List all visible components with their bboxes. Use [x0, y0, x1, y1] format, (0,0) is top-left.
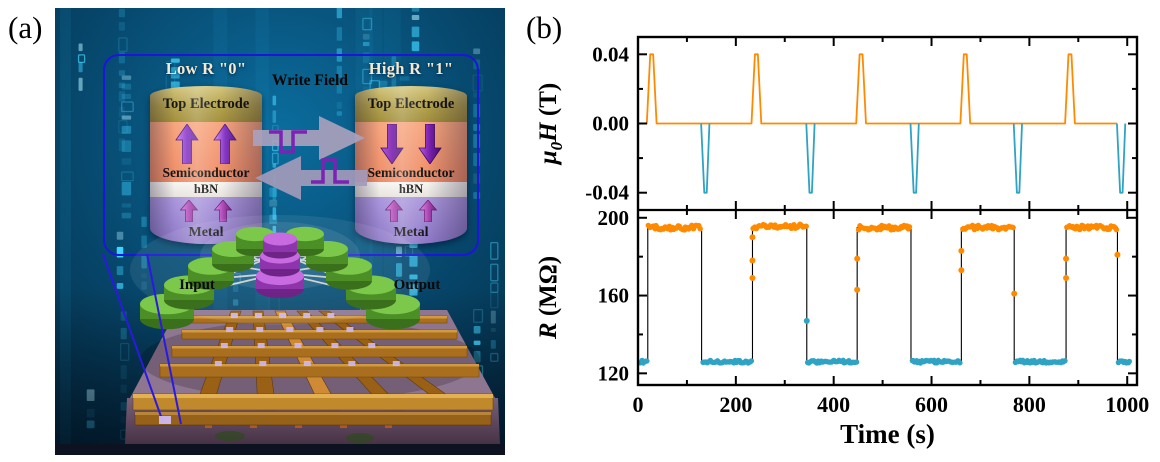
- transition-point: [749, 257, 756, 264]
- time-axis-label: Time (s): [840, 419, 935, 449]
- input-label: Input: [179, 277, 215, 293]
- hbn-label: hBN: [398, 182, 424, 196]
- layer-hbn: hBN: [150, 182, 262, 197]
- magnetization-up-arrows-icon: [175, 124, 237, 164]
- platform-top: [130, 310, 495, 398]
- transition-point: [958, 247, 965, 254]
- metal-up-arrows-icon: [384, 200, 438, 222]
- field-axis-label: μ0H (T): [535, 83, 566, 166]
- resistance-series: [637, 221, 1133, 366]
- write-field-arrows: [253, 116, 367, 200]
- transition-point: [1011, 290, 1018, 297]
- svg-text:-0.04: -0.04: [585, 181, 629, 205]
- svg-text:200: 200: [719, 392, 752, 417]
- metal-label: Metal: [188, 225, 224, 240]
- metal-label: Metal: [393, 225, 429, 240]
- transition-point: [1063, 255, 1070, 262]
- negative-pulse-series: [805, 123, 816, 194]
- svg-text:400: 400: [817, 392, 850, 417]
- transition-point: [854, 286, 861, 293]
- negative-pulse-series: [909, 123, 920, 194]
- resistance-step-line: [640, 225, 1130, 363]
- svg-text:0: 0: [633, 392, 644, 417]
- panel-a-label: (a): [8, 10, 43, 45]
- svg-text:0.04: 0.04: [592, 42, 629, 66]
- layer-metal: Metal: [150, 197, 262, 244]
- transition-point: [1063, 275, 1070, 282]
- field-series: [638, 53, 1127, 194]
- layer-top-electrode: Top Electrode: [355, 86, 467, 122]
- axes: [636, 35, 1139, 387]
- layer-semiconductor: Semiconductor: [355, 122, 467, 182]
- negative-pulse-series: [700, 123, 711, 194]
- leader-line: [102, 253, 164, 423]
- output-label: Output: [393, 277, 441, 293]
- hbn-label: hBN: [193, 182, 219, 196]
- layer-semiconductor: Semiconductor: [150, 122, 262, 182]
- svg-text:1000: 1000: [1105, 392, 1149, 417]
- right-write-arrow-icon: [253, 116, 365, 160]
- transition-point: [854, 255, 861, 262]
- low-resistance-state-label: Low R "0": [165, 59, 247, 78]
- svg-text:600: 600: [915, 392, 948, 417]
- transition-point: [749, 275, 756, 282]
- top-electrode-label: Top Electrode: [162, 95, 250, 112]
- svg-text:160: 160: [598, 284, 630, 308]
- resistance-axis-label: R (MΩ): [535, 256, 562, 340]
- transition-point: [803, 317, 810, 324]
- semiconductor-label: Semiconductor: [367, 165, 455, 180]
- svg-text:800: 800: [1013, 392, 1046, 417]
- write-field-label: Write Field: [272, 72, 348, 89]
- svg-text:200: 200: [598, 206, 630, 230]
- top-electrode-label: Top Electrode: [367, 95, 455, 112]
- semiconductor-label: Semiconductor: [162, 165, 250, 180]
- left-write-arrow-icon: [255, 156, 367, 200]
- transition-point: [958, 267, 965, 274]
- panel-b-label: (b): [526, 10, 562, 45]
- panel-a-device-illustration: Low R "0" High R "1" Write Field Top Ele…: [55, 8, 505, 455]
- platform-front: [125, 398, 500, 444]
- svg-text:120: 120: [598, 361, 630, 385]
- right-device-stack: Top Electrode Semiconductor hBN Metal: [355, 86, 467, 244]
- metal-up-arrows-icon: [179, 200, 233, 222]
- layer-top-electrode: Top Electrode: [150, 86, 262, 122]
- transition-point: [749, 234, 756, 241]
- negative-pulse-series: [1116, 123, 1127, 194]
- transition-point: [1114, 251, 1121, 258]
- svg-text:0.00: 0.00: [592, 112, 629, 136]
- positive-pulse-series: [638, 53, 1117, 125]
- layer-hbn: hBN: [355, 182, 467, 197]
- layer-metal: Metal: [355, 197, 467, 244]
- magnetization-down-arrows-icon: [380, 124, 442, 164]
- left-device-stack: Top Electrode Semiconductor hBN Metal: [150, 86, 262, 244]
- negative-pulse-series: [1012, 123, 1023, 194]
